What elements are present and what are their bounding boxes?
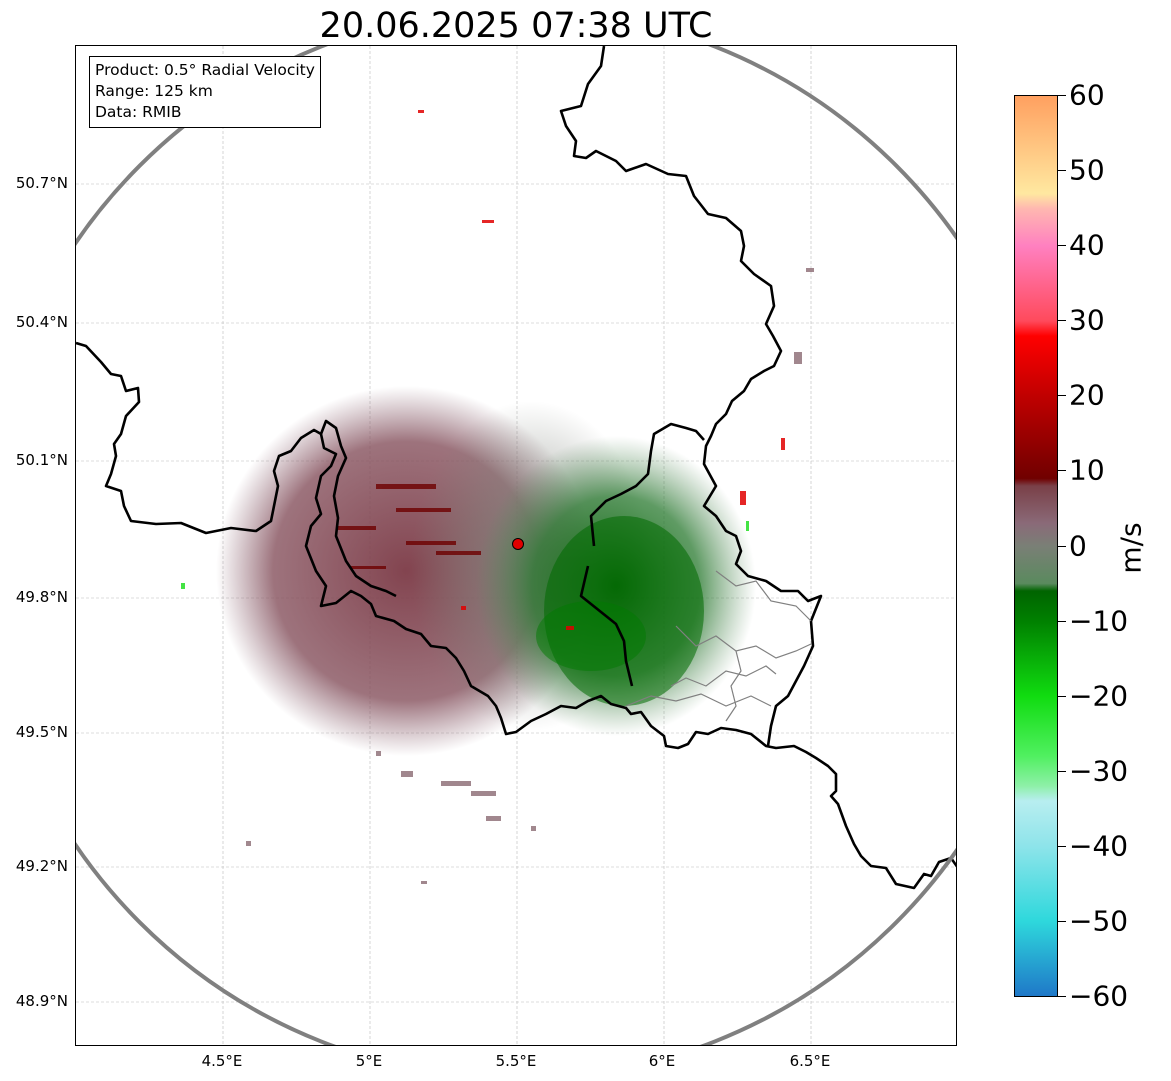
- longitude-label: 5.5°E: [495, 1052, 537, 1070]
- colorbar-tick-mark: [1058, 395, 1066, 397]
- radar-map: [75, 45, 957, 1046]
- colorbar-tick-label: 60: [1069, 78, 1105, 112]
- latitude-label: 50.4°N: [15, 313, 68, 331]
- latitude-label: 49.8°N: [15, 588, 68, 606]
- colorbar-tick-mark: [1058, 620, 1066, 622]
- colorbar-tick-label: −50: [1069, 904, 1129, 938]
- colorbar-tick-mark: [1058, 170, 1066, 172]
- colorbar-unit: m/s: [1114, 522, 1148, 574]
- longitude-label: 5°E: [355, 1052, 383, 1070]
- radar-echoes: [181, 110, 814, 884]
- colorbar-tick-mark: [1058, 545, 1066, 547]
- colorbar-tick-label: 50: [1069, 153, 1105, 187]
- colorbar-tick-label: −20: [1069, 679, 1129, 713]
- national-borders: [76, 46, 956, 890]
- longitude-label: 6.5°E: [789, 1052, 831, 1070]
- data-source-text: Data: RMIB: [95, 103, 182, 121]
- colorbar-tick-label: 30: [1069, 303, 1105, 337]
- colorbar-tick-mark: [1058, 845, 1066, 847]
- latitude-label: 50.7°N: [15, 174, 68, 192]
- range-text: Range: 125 km: [95, 82, 213, 100]
- colorbar-tick-label: 40: [1069, 228, 1105, 262]
- product-text: Product: 0.5° Radial Velocity: [95, 61, 315, 79]
- colorbar-tick-label: −30: [1069, 754, 1129, 788]
- colorbar-tick-mark: [1058, 245, 1066, 247]
- latitude-label: 48.9°N: [15, 992, 68, 1010]
- radar-site-marker: [512, 538, 524, 550]
- regional-borders: [625, 570, 812, 722]
- velocity-colorbar: [1014, 95, 1058, 997]
- colorbar-tick-mark: [1058, 996, 1066, 997]
- colorbar-tick-mark: [1058, 920, 1066, 922]
- map-title: 20.06.2025 07:38 UTC: [319, 6, 713, 46]
- map-canvas: [76, 46, 956, 1045]
- colorbar-tick-label: 10: [1069, 453, 1105, 487]
- latitude-label: 49.2°N: [15, 857, 68, 875]
- latitude-label: 49.5°N: [15, 723, 68, 741]
- colorbar-tick-mark: [1058, 470, 1066, 472]
- colorbar-tick-label: −60: [1069, 979, 1129, 1013]
- colorbar-tick-mark: [1058, 320, 1066, 322]
- colorbar-tick-mark: [1058, 95, 1066, 96]
- colorbar-tick-label: 20: [1069, 378, 1105, 412]
- latitude-label: 50.1°N: [15, 451, 68, 469]
- longitude-label: 4.5°E: [201, 1052, 243, 1070]
- colorbar-tick-mark: [1058, 770, 1066, 772]
- colorbar-tick-label: −10: [1069, 604, 1129, 638]
- colorbar-tick-label: 0: [1069, 529, 1087, 562]
- colorbar-tick-mark: [1058, 695, 1066, 697]
- colorbar-tick-label: −40: [1069, 829, 1129, 863]
- longitude-label: 6°E: [648, 1052, 676, 1070]
- product-info-box: Product: 0.5° Radial Velocity Range: 125…: [89, 56, 321, 128]
